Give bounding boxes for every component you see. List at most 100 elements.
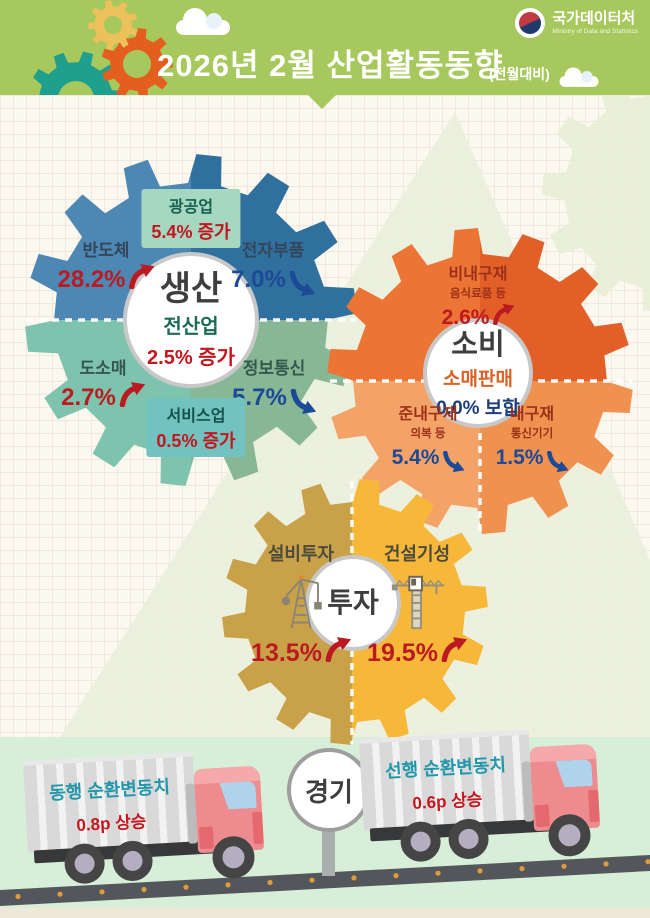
road-stud [435,870,441,876]
up-arrow-icon [492,303,515,326]
truck-cargo-box: 선행 순환변동치 0.6p 상승 [358,729,534,831]
header-notch [308,95,336,109]
production-wholesale-stat: 도소매 2.7% [61,354,145,415]
stat-value: 0.5% 증가 [156,431,236,451]
gear-title: 투자 [327,587,379,618]
up-arrow-icon [129,263,155,290]
road-stud [519,866,525,872]
consumption-nondurable-stat: 비내구재 음식료품 등 2.6% [442,260,515,333]
gear-subtitle: 전산업 [163,316,219,339]
stat-sublabel: 음식료품 등 [449,288,507,300]
stat-label: 준내구재 [398,406,458,423]
stat-label: 건설기성 [383,544,451,564]
cloud-icon [176,8,230,35]
down-arrow-icon [290,388,316,415]
stat-value: 2.6% [441,306,490,329]
road-stud [645,859,650,865]
gear-title: 생산 [159,270,223,308]
agency-logo: 국가데이터처 Ministry of Data and Statistics [515,8,638,38]
road-stud [267,879,273,886]
road [0,855,650,906]
header-gear-teal [33,51,124,95]
background-gear-silhouette [542,79,650,311]
business-cycle-sign: 경기 [287,748,371,832]
road-stud [351,875,357,881]
production-hub [123,252,259,388]
taegeuk-icon [515,8,546,38]
investment-facility-stat: 설비투자 13.5% [251,540,351,670]
consumption-durable-stat: 내구재 통신기기 1.5% [496,400,569,473]
stat-value: 7.0% [231,266,286,293]
stat-value: 19.5% [367,638,438,667]
road-stud [99,889,105,895]
gear-value: 2.5% 증가 [147,347,235,370]
production-electronics-stat: 전자부품 7.0% [231,236,315,297]
stat-label: 전자부품 [241,241,305,260]
consumption-hub [423,318,533,428]
cloud-icon [559,67,599,87]
stat-sublabel: 통신기기 [510,428,554,440]
stat-value: 1.5% [495,446,544,469]
gear-title: 소비 [451,329,505,361]
oil-derrick-icon [251,569,351,633]
stat-value: 28.2% [57,266,126,293]
comparison-note: (전월대비) [489,66,550,82]
production-semiconductor-stat: 반도체 28.2% [57,236,155,297]
leading-truck: 선행 순환변동치 0.6p 상승 [358,719,609,866]
consumption-gear [480,381,633,534]
road-stud [15,893,21,900]
investment-gear-center: 투자 [327,587,379,619]
agency-name-en: Ministry of Data and Statistics [552,27,638,35]
road-stud [57,891,63,897]
stat-value: 13.5% [251,638,322,667]
page-title: 2026년 2월 산업활동동향 [157,48,504,83]
consumption-gear [331,381,480,528]
road-stud [141,886,147,893]
road-stud [477,868,483,874]
road-stud [393,873,399,879]
stat-value: 2.7% [61,384,116,411]
stat-label: 정보통신 [242,359,306,378]
investment-hub [305,555,401,651]
stat-label: 내구재 [509,406,555,423]
up-arrow-icon [119,381,145,408]
road-stud [603,861,609,867]
header-gears-decoration [33,0,173,95]
truck-cargo-box: 동행 순환변동치 0.8p 상승 [22,751,198,853]
cycle-label: 선행 순환변동치 [384,754,507,781]
truck-window [219,781,256,810]
stat-label: 비내구재 [448,266,508,283]
cycle-value: 0.6p 상승 [411,789,483,813]
production-gear-center: 생산 전산업 2.5% 증가 [147,270,235,370]
up-arrow-icon [441,636,467,663]
investment-gear [222,483,352,745]
stat-label: 광공업 [168,199,214,216]
investment-construction-stat: 건설기성 19.5% [367,540,467,670]
down-arrow-icon [546,450,569,473]
agency-name: 국가데이터처 [552,10,636,28]
production-mining-badge: 광공업 5.4% 증가 [141,189,241,248]
sign-post [322,826,335,876]
stat-label: 설비투자 [267,544,335,564]
consumption-gear-center: 소비 소매판매 0.0% 보합 [436,329,520,420]
header-banner: 2026년 2월 산업활동동향 (전월대비) 국가데이터처 Ministry o… [0,0,650,95]
production-services-badge: 서비스업 0.5% 증가 [146,398,246,457]
stat-label: 반도체 [82,241,130,260]
cycle-label: 동행 순환변동치 [48,776,171,803]
stat-label: 서비스업 [166,408,226,425]
bottom-strip [0,908,650,918]
down-arrow-icon [442,450,465,473]
gear-subtitle: 소매판매 [443,368,513,390]
stat-value: 5.4% 증가 [151,222,231,242]
road-stud [225,882,231,888]
stat-label: 도소매 [79,359,127,378]
down-arrow-icon [289,270,315,297]
road-stud [561,863,567,869]
road-stud [183,884,189,890]
road-stud [309,877,315,883]
truck-window [555,759,592,788]
cycle-value: 0.8p 상승 [75,811,147,835]
up-arrow-icon [325,636,351,663]
